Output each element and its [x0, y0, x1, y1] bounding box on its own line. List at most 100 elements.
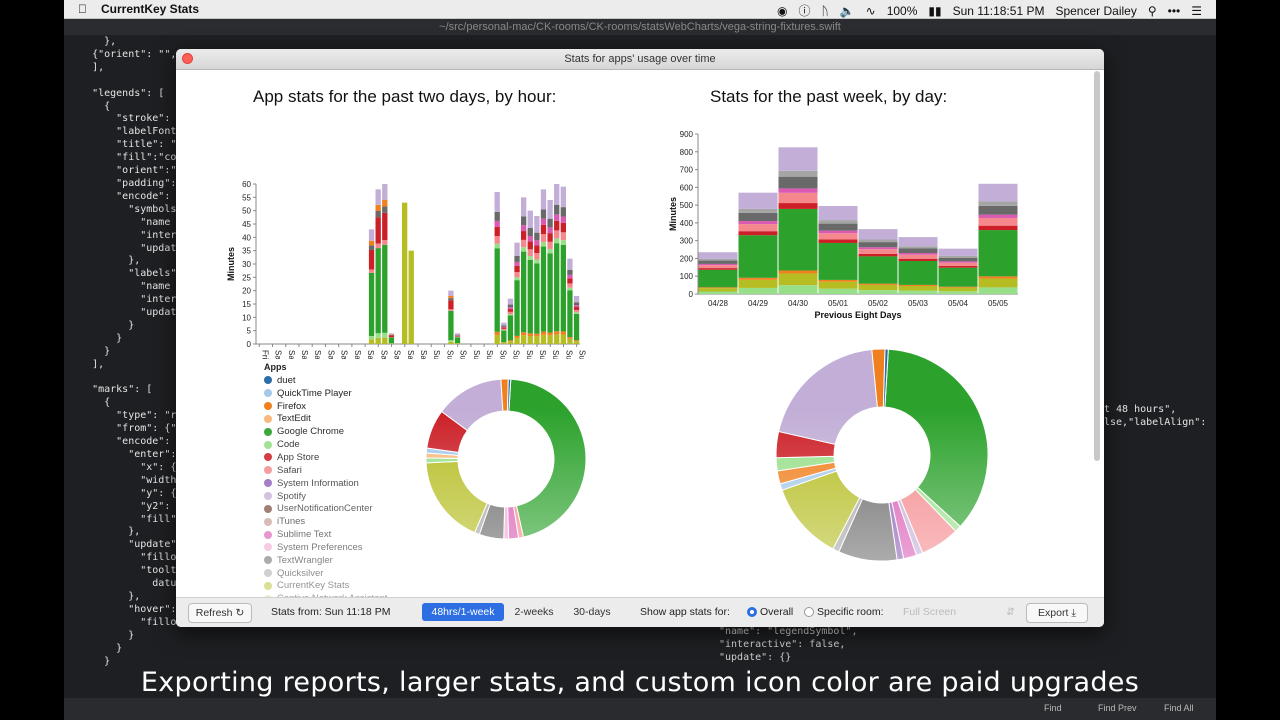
bar-segment: [520, 231, 527, 240]
overall-radio[interactable]: Overall: [747, 606, 793, 618]
show-stats-label: Show app stats for:: [640, 606, 730, 618]
export-button[interactable]: Export ⤓: [1026, 603, 1088, 623]
bar-segment: [454, 335, 461, 337]
legend-dot-icon: [264, 504, 272, 513]
battery-percent[interactable]: 100%: [886, 3, 918, 18]
bar-segment: [514, 242, 520, 256]
bar-segment: [560, 331, 566, 335]
bar-segment: [818, 233, 858, 240]
bar-segment: [527, 260, 533, 334]
bar-segment: [547, 200, 553, 219]
find-prev-button[interactable]: Find Prev: [1098, 703, 1137, 713]
bar-segment: [375, 217, 381, 244]
refresh-button[interactable]: Refresh ↻: [188, 603, 252, 623]
bar-segment: [494, 220, 500, 227]
tab-2-weeks[interactable]: 2-weeks: [514, 606, 554, 618]
bar-segment: [978, 287, 1018, 294]
bar-segment: [938, 291, 978, 294]
bar-segment: [501, 327, 507, 329]
bar-segment: [738, 224, 778, 232]
x-tick-label: Sat 22:00: [419, 350, 428, 359]
x-tick-label: Sun 08:00: [485, 350, 494, 359]
bar-segment: [520, 251, 527, 333]
bar-segment: [448, 310, 454, 341]
x-tick-label: Sun 10:00: [498, 350, 507, 359]
room-select[interactable]: Full Screen ⇵: [903, 606, 1015, 618]
bar-segment: [454, 343, 461, 344]
menu-bar:  CurrentKey Stats ◉ ⓘ ᚢ 🔈 ∿ 100% ▮▮ Sun…: [64, 0, 1216, 19]
wifi-icon[interactable]: ∿: [865, 3, 876, 18]
menu-list-icon[interactable]: ☰: [1191, 3, 1202, 18]
record-icon[interactable]: ◉: [776, 3, 788, 18]
find-button[interactable]: Find: [1044, 703, 1062, 713]
radio-empty-icon: [804, 607, 814, 617]
specific-room-radio[interactable]: Specific room:: [804, 606, 884, 618]
bar-segment: [818, 220, 858, 224]
tab-48hrs[interactable]: 48hrs/1-week: [422, 603, 504, 621]
bar-segment: [520, 216, 527, 226]
legend-dot-icon: [264, 402, 272, 411]
bar-segment: [494, 248, 500, 332]
bar-segment: [382, 337, 388, 344]
bar-segment: [494, 243, 500, 249]
code-editor-bottom[interactable]: "name": "legendSymbol", "interactive": f…: [719, 626, 858, 663]
bar-segment: [560, 207, 566, 217]
bar-segment: [698, 263, 738, 266]
legend-item: App Store: [264, 451, 424, 464]
tab-30-days[interactable]: 30-days: [573, 606, 611, 618]
bar-segment: [858, 229, 898, 240]
bar-segment: [818, 288, 858, 294]
x-tick-label: Sat 14:00: [366, 350, 375, 359]
bar-segment: [507, 341, 514, 344]
volume-icon[interactable]: 🔈: [839, 3, 855, 18]
bar-segment: [527, 256, 533, 260]
bar-segment: [778, 270, 818, 274]
y-tick-label: 50: [242, 207, 251, 216]
apple-icon[interactable]: : [78, 2, 87, 16]
vertical-scrollbar[interactable]: [1094, 71, 1100, 461]
bluetooth-icon[interactable]: ᚢ: [821, 3, 829, 18]
y-tick-label: 15: [242, 300, 251, 309]
close-window-button[interactable]: [182, 53, 193, 64]
bar-segment: [382, 244, 388, 333]
donut-slice: [425, 460, 488, 534]
more-icon[interactable]: •••: [1167, 3, 1181, 18]
bar-segment: [501, 325, 507, 327]
menu-user[interactable]: Spencer Dailey: [1055, 3, 1137, 18]
donut-slice: [778, 348, 878, 445]
bar-segment: [978, 225, 1018, 231]
y-tick-label: 400: [680, 219, 694, 228]
info-icon[interactable]: ⓘ: [798, 4, 811, 18]
bar-segment: [540, 331, 547, 335]
bar-segment: [938, 248, 978, 256]
legend-label: Google Chrome: [277, 426, 345, 438]
bar-segment: [388, 333, 395, 335]
bar-segment: [454, 333, 461, 335]
y-tick-label: 700: [680, 166, 694, 175]
bar-segment: [534, 253, 540, 260]
bar-segment: [547, 227, 553, 234]
bar-segment: [534, 333, 540, 337]
y-tick-label: 0: [247, 340, 252, 349]
code-editor-left[interactable]: }, {"orient": "","scale": ], "legends": …: [92, 36, 224, 667]
x-tick-label: Sun 06:00: [472, 350, 481, 359]
spotlight-icon[interactable]: ⚲: [1147, 3, 1157, 18]
bar-segment: [898, 248, 938, 254]
bar-segment: [858, 247, 898, 250]
bar-segment: [507, 309, 514, 312]
bar-segment: [818, 206, 858, 221]
x-tick-label: Sat 16:00: [379, 350, 388, 359]
bar-segment: [547, 241, 553, 249]
bar-segment: [501, 322, 507, 326]
y-tick-label: 55: [242, 193, 251, 202]
code-editor-right[interactable]: t 48 hours", lse,"labelAlign":: [1104, 404, 1207, 428]
x-tick-label: 05/02: [868, 299, 889, 308]
bar-segment: [375, 204, 381, 211]
find-all-button[interactable]: Find All: [1164, 703, 1194, 713]
bar-segment: [368, 339, 375, 344]
find-bar: Find Find Prev Find All: [64, 698, 1216, 720]
menu-clock[interactable]: Sun 11:18:51 PM: [952, 3, 1045, 18]
bar-segment: [898, 258, 938, 262]
bar-segment: [520, 247, 527, 252]
app-menu-name[interactable]: CurrentKey Stats: [92, 2, 199, 16]
